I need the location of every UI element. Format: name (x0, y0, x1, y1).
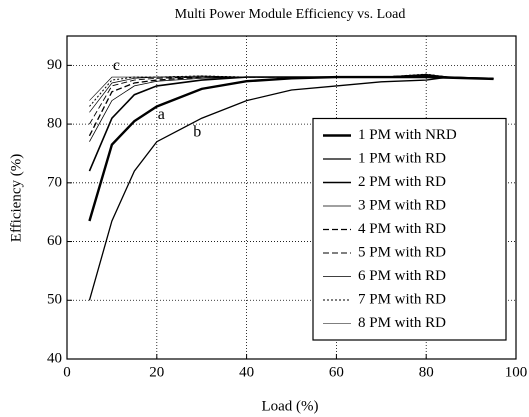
x-tick-label: 20 (149, 364, 164, 380)
y-tick-label: 60 (47, 233, 62, 249)
annotation: a (158, 106, 165, 123)
legend-label: 8 PM with RD (358, 315, 446, 331)
series-line (88, 75, 494, 222)
legend-label: 3 PM with RD (358, 197, 446, 213)
x-axis-label: Load (%) (261, 398, 318, 414)
series-line (89, 74, 494, 125)
legend-label: 1 PM with NRD (358, 127, 457, 143)
plot-frame (66, 35, 517, 360)
legend-label: 4 PM with RD (358, 221, 446, 237)
x-tick-label: 80 (419, 364, 434, 380)
legend-label: 1 PM with RD (358, 150, 446, 166)
x-tick-label: 60 (329, 364, 344, 380)
y-tick-label: 90 (47, 57, 62, 73)
annotation: c (113, 57, 120, 74)
y-tick-label: 80 (47, 116, 62, 132)
legend-label: 6 PM with RD (358, 268, 446, 284)
y-tick-label: 70 (47, 174, 62, 190)
chart-title: Multi Power Module Efficiency vs. Load (175, 7, 406, 22)
legend-label: 5 PM with RD (358, 244, 446, 260)
y-axis-label: Efficiency (%) (8, 154, 24, 242)
legend-label: 7 PM with RD (358, 291, 446, 307)
y-tick-label: 50 (47, 292, 62, 308)
annotation: b (193, 124, 201, 141)
series-line (88, 76, 494, 301)
x-tick-label: 100 (505, 364, 528, 380)
series-line (89, 74, 494, 113)
y-tick-label: 40 (47, 350, 62, 366)
series-line (89, 73, 494, 101)
x-tick-label: 0 (63, 364, 71, 380)
legend-label: 2 PM with RD (358, 174, 446, 190)
x-tick-label: 40 (239, 364, 254, 380)
